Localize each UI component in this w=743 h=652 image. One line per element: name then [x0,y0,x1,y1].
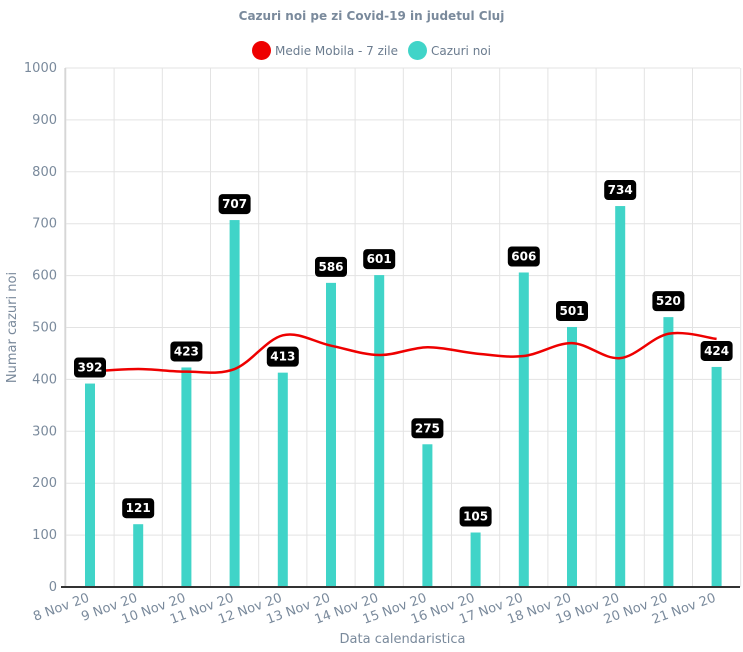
data-label-text-6: 601 [367,252,392,266]
data-label-box-0 [74,357,106,378]
data-label-text-10: 501 [559,304,584,318]
data-label-box-10 [556,300,588,321]
chart-title: Cazuri noi pe zi Covid-19 in judetul Clu… [238,9,505,23]
bar-13 [711,366,722,587]
data-label-box-9 [507,246,540,267]
data-label-text-5: 586 [318,260,343,274]
bar-7 [422,444,433,587]
data-label-9: 606 [507,246,540,267]
bar-6 [374,275,385,587]
y-tick-label-3: 300 [32,424,57,439]
bar-11 [615,206,626,587]
data-label-box-6 [363,249,396,270]
y-tick-label-1: 100 [32,528,57,543]
data-label-box-5 [315,256,347,277]
chart-legend: Medie Mobila - 7 zile Cazuri noi [0,41,743,60]
bar-0 [85,383,95,587]
data-label-box-13 [700,340,733,361]
data-label-box-11 [604,180,637,201]
legend-label-moving-average: Medie Mobila - 7 zile [275,43,398,58]
y-tick-label-4: 400 [32,372,57,387]
data-label-text-3: 707 [222,197,247,211]
data-label-6: 601 [363,249,396,270]
data-label-text-12: 520 [656,294,681,308]
bar-5 [326,282,336,587]
bar-3 [229,220,240,587]
data-label-13: 424 [700,340,733,361]
bar-1 [133,524,144,587]
y-tick-label-2: 200 [32,476,57,491]
legend-item-new-cases[interactable]: Cazuri noi [407,41,491,60]
data-labels: 392 121 423 707 413 586 601 275 105 606 501 734 520 4… [74,180,733,527]
y-tick-label-6: 600 [32,269,57,284]
grid-lines [65,67,742,588]
data-label-text-4: 413 [270,350,295,364]
data-label-8: 105 [459,506,492,527]
data-label-box-3 [218,194,251,215]
bar-10 [567,326,577,587]
data-label-text-11: 734 [608,183,633,197]
data-label-text-7: 275 [415,421,440,435]
data-label-box-7 [411,418,444,439]
data-label-text-2: 423 [174,344,199,358]
data-label-4: 413 [266,346,299,367]
data-label-2: 423 [170,341,203,362]
y-tick-label-5: 500 [32,321,57,336]
bars-new-cases [85,206,722,587]
data-label-12: 520 [652,291,685,312]
y-tick-label-10: 1000 [24,61,57,76]
data-label-box-4 [266,346,299,367]
data-label-11: 734 [604,180,637,201]
moving-average-path [89,331,717,374]
data-label-7: 275 [411,418,444,439]
data-label-box-8 [459,506,492,527]
y-tick-labels: 0 100 200 300 400 500 600 700 800 900 1000 [24,61,57,595]
bar-9 [518,272,529,587]
axes [61,68,740,588]
bar-2 [181,367,192,587]
data-label-box-2 [170,341,203,362]
y-tick-label-9: 900 [32,113,57,128]
y-axis-title: Numar cazuri noi [5,272,20,383]
moving-average-line [89,331,717,374]
data-label-3: 707 [218,194,251,215]
data-label-1: 121 [122,498,155,519]
data-label-text-0: 392 [77,361,102,375]
data-label-text-1: 121 [126,501,151,515]
data-label-box-1 [122,498,155,519]
legend-label-new-cases: Cazuri noi [430,43,491,58]
legend-swatch-moving-average [252,41,271,60]
x-axis-title: Data calendaristica [340,632,466,647]
y-tick-label-8: 800 [32,165,57,180]
y-tick-label-7: 700 [32,217,57,232]
y-tick-label-0: 0 [49,580,57,595]
bar-8 [470,532,481,587]
bar-4 [277,372,288,587]
data-label-text-13: 424 [704,344,729,358]
data-label-0: 392 [74,357,106,378]
bar-12 [663,317,674,587]
legend-swatch-new-cases [407,41,427,60]
legend-item-moving-average[interactable]: Medie Mobila - 7 zile [252,41,398,60]
data-label-box-12 [652,291,685,312]
data-label-5: 586 [315,256,347,277]
data-label-10: 501 [556,300,588,321]
data-label-text-9: 606 [511,249,536,263]
data-label-text-8: 105 [463,510,488,524]
